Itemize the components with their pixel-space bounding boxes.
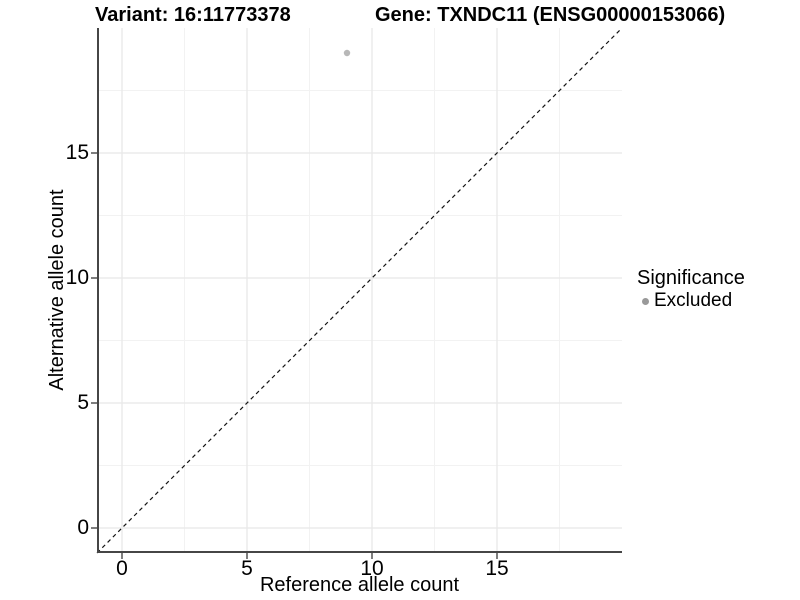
y-tick-label: 10	[65, 266, 89, 289]
plot-panel	[91, 27, 623, 559]
y-tick-label: 15	[65, 141, 89, 164]
legend-entry: Excluded	[637, 290, 745, 312]
legend-marker-icon	[641, 297, 649, 305]
identity-line	[96, 27, 623, 554]
plot-title-gene: Gene: TXNDC11 (ENSG00000153066)	[375, 4, 726, 26]
legend-entries: Excluded	[637, 290, 745, 312]
x-axis-title: Reference allele count	[259, 574, 459, 596]
x-tick-label: 10	[360, 557, 384, 580]
y-tick-label: 5	[77, 391, 89, 414]
y-axis-title: Alternative allele count	[46, 189, 68, 391]
x-tick-label: 15	[485, 557, 509, 580]
data-point	[343, 49, 351, 57]
y-tick-label: 0	[77, 516, 89, 539]
plot-title-variant: Variant: 16:11773378	[95, 4, 291, 26]
legend-entry-label: Excluded	[654, 290, 733, 311]
legend-title: Significance	[637, 267, 745, 289]
legend: Significance Excluded	[637, 266, 745, 312]
x-tick-label: 5	[241, 557, 253, 580]
x-tick-label: 0	[116, 557, 128, 580]
legend-key	[637, 297, 653, 305]
plot-canvas	[91, 27, 623, 559]
